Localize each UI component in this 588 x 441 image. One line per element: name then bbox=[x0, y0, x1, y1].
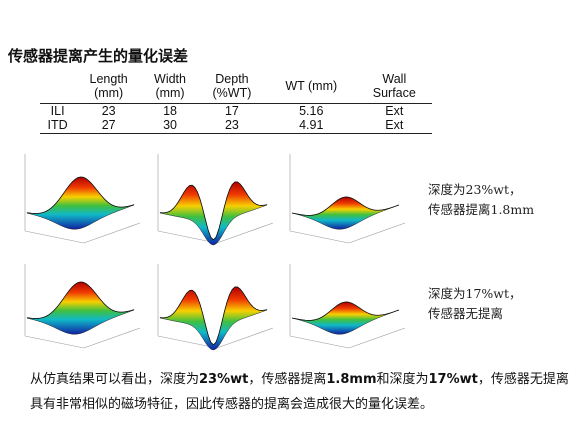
table-body: ILI 23 18 17 5.16 Ext ITD 27 30 23 4.91 Ext bbox=[40, 104, 432, 134]
header-cell bbox=[40, 70, 76, 104]
table-cell: 4.91 bbox=[265, 118, 357, 134]
surface bbox=[159, 286, 268, 351]
plot-axis bbox=[157, 335, 217, 349]
slide-title: 传感器提离产生的量化误差 bbox=[8, 47, 189, 65]
surface-edge bbox=[26, 176, 135, 214]
text-run: 和深度为 bbox=[376, 372, 429, 387]
plot-axis bbox=[83, 222, 141, 244]
plot-axis bbox=[289, 335, 349, 349]
surface-plots bbox=[24, 154, 406, 351]
surface-edge bbox=[291, 301, 400, 321]
plot-axis bbox=[348, 222, 406, 244]
plot-axis bbox=[289, 230, 349, 244]
table-header: Length (mm) Width (mm) Depth (%WT) WT (mm) W… bbox=[40, 70, 432, 104]
text-run: 23%wt bbox=[199, 372, 249, 387]
results-table: Length (mm) Width (mm) Depth (%WT) WT (mm) W… bbox=[40, 70, 432, 134]
table-cell: Ext bbox=[356, 118, 432, 134]
surface-edge bbox=[26, 281, 135, 319]
surface bbox=[26, 176, 135, 230]
surface bbox=[291, 196, 400, 230]
table-cell: ITD bbox=[40, 118, 76, 134]
surface bbox=[26, 281, 135, 335]
table-cell: 30 bbox=[142, 118, 198, 134]
table-row: ITD 27 30 23 4.91 Ext bbox=[40, 118, 432, 134]
table-row: ILI 23 18 17 5.16 Ext bbox=[40, 104, 432, 119]
text-run: 1.8mm bbox=[326, 372, 377, 387]
text-run: ，传感器提离 bbox=[248, 372, 327, 387]
table-cell: ILI bbox=[50, 104, 65, 118]
header-cell: Length (mm) bbox=[75, 70, 143, 104]
surface-edge bbox=[159, 181, 268, 241]
caption: 深度为23%wt， 传感器提离1.8mm bbox=[428, 180, 534, 220]
table-cell: 23 bbox=[197, 118, 266, 134]
plot-axis bbox=[348, 327, 406, 349]
text-run: 从仿真结果可以看出，深度为 bbox=[30, 372, 200, 387]
caption-line: 深度为17%wt， bbox=[428, 286, 522, 301]
surface-edge bbox=[159, 286, 268, 346]
surface-edge bbox=[291, 196, 400, 216]
table-cell: 17 bbox=[224, 104, 239, 118]
caption: 深度为17%wt， 传感器无提离 bbox=[428, 284, 522, 324]
header-cell: Depth (%WT) bbox=[197, 70, 266, 104]
table-cell: 23 bbox=[101, 104, 116, 118]
plot-axis bbox=[24, 335, 84, 349]
plot-axis bbox=[216, 327, 274, 349]
header-cell: Wall Surface bbox=[356, 70, 432, 104]
conclusion-text: 从仿真结果可以看出，深度为23%wt，传感器提离1.8mm和深度为17%wt，传… bbox=[30, 367, 575, 417]
caption-line: 深度为23%wt， bbox=[428, 182, 522, 197]
text-run: 17%wt bbox=[428, 372, 478, 387]
surface bbox=[159, 181, 268, 246]
plot-axis bbox=[83, 327, 141, 349]
header-cell: WT (mm) bbox=[265, 70, 357, 104]
table-cell: 18 bbox=[163, 104, 177, 118]
plot-axis bbox=[157, 230, 217, 244]
plot-axis bbox=[24, 230, 84, 244]
caption-line: 传感器提离1.8mm bbox=[428, 202, 535, 217]
caption-line: 传感器无提离 bbox=[428, 306, 504, 321]
table-cell: 27 bbox=[75, 118, 143, 134]
table-cell: Ext bbox=[385, 104, 404, 118]
surface bbox=[291, 301, 400, 335]
plot-axis bbox=[216, 222, 274, 244]
table-cell: 5.16 bbox=[299, 104, 324, 118]
text-run: ，传感器无提离具有非常相似的磁场特征，因此传感器的提离会造成很大的量化误差。 bbox=[30, 372, 569, 412]
header-cell: Width (mm) bbox=[142, 70, 198, 104]
